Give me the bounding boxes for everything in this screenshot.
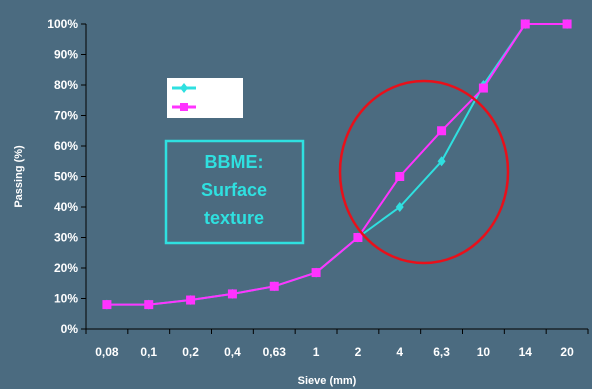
legend-label-eme: EME (199, 102, 223, 114)
x-tick-label: 0,1 (140, 345, 157, 359)
x-tick-label: 2 (355, 345, 362, 359)
x-axis-title: Sieve (mm) (298, 375, 357, 387)
data-point-eme (562, 19, 572, 29)
highlight-circle (338, 79, 510, 265)
y-tick-label: 30% (54, 231, 78, 245)
annotation-text-line: texture (204, 208, 264, 228)
x-tick-label: 1 (313, 345, 320, 359)
y-tick-label: 0% (61, 322, 79, 336)
data-point-eme (478, 83, 488, 93)
y-axis-title: Passing (%) (13, 145, 25, 208)
x-tick-label: 0,08 (95, 345, 119, 359)
data-point-eme (395, 172, 405, 181)
x-tick-label: 14 (519, 345, 533, 359)
y-tick-label: 100% (47, 17, 78, 31)
data-point-eme (144, 300, 154, 310)
data-point-bbme (395, 202, 404, 212)
data-point-eme (353, 233, 363, 242)
series-line-eme (106, 23, 568, 306)
y-tick-label: 90% (54, 48, 78, 62)
data-point-eme (520, 19, 530, 29)
y-tick-label: 50% (54, 170, 78, 184)
x-tick-label: 0,63 (263, 345, 287, 359)
data-point-eme (437, 126, 447, 136)
x-tick-label: 10 (477, 345, 491, 359)
data-point-eme (311, 268, 321, 278)
legend-box (167, 78, 243, 118)
x-tick-label: 20 (560, 345, 574, 359)
y-tick-label: 60% (54, 139, 78, 153)
x-tick-label: 4 (396, 345, 403, 359)
data-point-bbme (437, 156, 446, 167)
y-tick-label: 20% (54, 261, 78, 275)
data-point-eme (227, 289, 237, 299)
annotation-text-line: BBME: (205, 152, 264, 172)
x-tick-label: 0,4 (224, 345, 241, 359)
y-tick-label: 70% (54, 109, 78, 123)
annotation-text-line: Surface (201, 180, 267, 200)
legend-marker-eme (180, 103, 188, 111)
y-tick-label: 40% (54, 200, 78, 214)
annotation-box (164, 139, 305, 245)
legend-marker-bbme (180, 83, 188, 93)
legend-label-bbme: BBME (199, 83, 231, 95)
y-tick-label: 10% (54, 292, 78, 306)
x-tick-label: 6,3 (433, 345, 450, 359)
x-tick-label: 0,2 (182, 345, 199, 359)
y-tick-label: 80% (54, 78, 78, 92)
data-point-eme (102, 300, 112, 310)
data-point-eme (186, 295, 196, 305)
data-point-eme (269, 281, 279, 291)
